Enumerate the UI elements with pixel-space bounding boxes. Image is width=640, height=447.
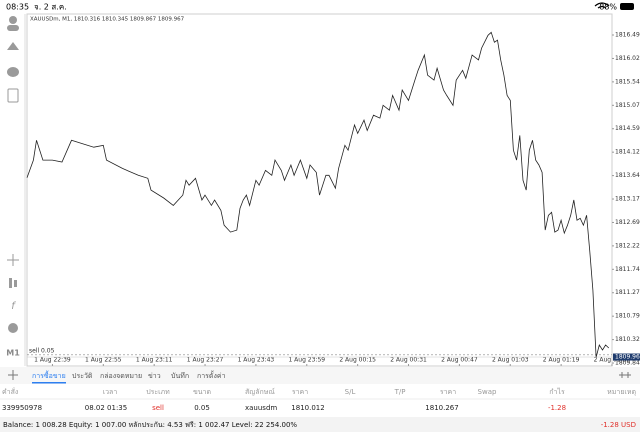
x-tick-label: 1 Aug 23:43	[238, 357, 275, 364]
x-tick-label: 1 Aug 23:27	[187, 357, 224, 364]
column-header: สัญลักษณ์	[245, 388, 275, 396]
y-tick-label: 1815.070	[615, 102, 640, 109]
tab[interactable]: ประวัติ	[72, 372, 93, 380]
x-tick-label: 2 Aug 00:47	[441, 357, 478, 364]
function-icon[interactable]: f	[11, 301, 16, 312]
order-label: sell 0.05	[29, 347, 55, 354]
cell-price: 1810.012	[291, 404, 324, 412]
y-tick-label: 1813.645	[615, 172, 640, 179]
x-tick-label: 1 Aug 22:39	[34, 357, 71, 364]
tab-bar	[0, 367, 640, 384]
x-tick-label: 2 Aug 01:03	[492, 357, 529, 364]
status-battery: 88%	[599, 3, 617, 12]
status-time: 08:35	[6, 3, 29, 12]
column-header: คำสั่ง	[2, 387, 18, 396]
battery-icon	[620, 3, 634, 10]
column-header: T/P	[394, 388, 406, 396]
tab[interactable]: ข่าว	[148, 372, 161, 380]
column-header: หมายเหตุ	[607, 388, 636, 396]
x-tick-label: 2 Aug 01:35	[594, 357, 631, 364]
tab[interactable]: การซื้อขาย	[32, 369, 66, 380]
y-tick-label: 1814.120	[615, 149, 640, 156]
chart-frame	[26, 13, 613, 367]
y-tick-label: 1814.595	[615, 125, 640, 132]
account-icon-body	[7, 25, 19, 31]
new-order-icon[interactable]	[7, 88, 19, 103]
add-button[interactable]	[8, 370, 18, 380]
cell-time: 08.02 01:35	[85, 404, 127, 412]
y-tick-label: 1813.170	[615, 196, 640, 203]
footer-bar	[0, 417, 640, 432]
y-tick-label: 1809.845	[615, 360, 640, 367]
x-tick-label: 2 Aug 00:15	[339, 357, 376, 364]
cell-current-price: 1810.267	[425, 404, 458, 412]
chart-title: XAUUSDm, M1, 1810.316 1810.345 1809.867 …	[30, 17, 185, 23]
last-price-label: 1809.967	[615, 354, 640, 361]
y-tick-label: 1812.220	[615, 242, 640, 249]
y-tick-label: 1816.495	[615, 32, 640, 39]
settings-icon[interactable]	[619, 372, 631, 378]
chat-icon[interactable]	[7, 67, 19, 77]
cell-volume: 0.05	[194, 404, 210, 412]
column-header: ราคา	[440, 388, 456, 396]
tab[interactable]: กล่องจดหมาย	[100, 372, 142, 380]
x-tick-label: 2 Aug 00:31	[390, 357, 427, 364]
crosshair-icon[interactable]	[7, 254, 19, 266]
column-header: กำไร	[549, 387, 565, 396]
y-tick-label: 1811.745	[615, 266, 640, 273]
column-header: S/L	[345, 388, 356, 396]
cell-profit: -1.28	[548, 404, 566, 412]
cell-order: 339950978	[2, 404, 42, 412]
timeframe-button[interactable]: M1	[6, 349, 20, 358]
tabs: การซื้อขาย ประวัติ กล่องจดหมาย ข่าว บันทึก กา…	[32, 369, 226, 384]
x-tick-label: 1 Aug 23:59	[288, 357, 325, 364]
price-line	[26, 31, 610, 358]
x-tick-label: 1 Aug 22:55	[85, 357, 122, 364]
objects-icon[interactable]	[8, 323, 18, 333]
tab[interactable]: บันทึก	[171, 371, 189, 380]
cell-type: sell	[152, 404, 164, 412]
column-header: เวลา	[103, 388, 118, 396]
tab-underline	[32, 382, 66, 384]
y-tick-label: 1810.795	[615, 313, 640, 320]
total-profit: -1.28 USD	[601, 421, 636, 429]
y-tick-label: 1812.695	[615, 219, 640, 226]
indicator-icon[interactable]	[9, 278, 12, 288]
y-tick-label: 1810.320	[615, 336, 640, 343]
wifi-icon	[594, 2, 610, 9]
trade-icon[interactable]	[7, 42, 19, 50]
cell-symbol: xauusdm	[245, 404, 277, 412]
y-tick-label: 1815.545	[615, 78, 640, 85]
y-tick-label: 1816.020	[615, 55, 640, 62]
x-tick-label: 2 Aug 01:19	[543, 357, 580, 364]
tab[interactable]: การตั้งค่า	[197, 369, 226, 380]
column-header: ราคา	[292, 388, 308, 396]
y-tick-label: 1811.270	[615, 289, 640, 296]
x-tick-label: 1 Aug 23:11	[136, 357, 173, 364]
positions-table: คำสั่ง เวลา ประเภท ขนาด สัญลักษณ์ ราคา S/L T/P ร…	[2, 387, 636, 412]
indicator-icon-b	[14, 280, 17, 287]
chart: 1816.495 1816.020 1815.545 1815.070 1814.595…	[26, 31, 640, 367]
column-header: Swap	[478, 388, 497, 396]
column-header: ประเภท	[146, 388, 170, 396]
last-price-box	[613, 353, 640, 361]
column-header: ขนาด	[193, 388, 211, 396]
toolbar-icons: f	[7, 16, 19, 333]
account-summary: Balance: 1 008.28 Equity: 1 007.00 หลักป…	[3, 421, 297, 429]
account-icon[interactable]	[9, 16, 17, 24]
status-date: จ. 2 ส.ค.	[34, 3, 67, 12]
